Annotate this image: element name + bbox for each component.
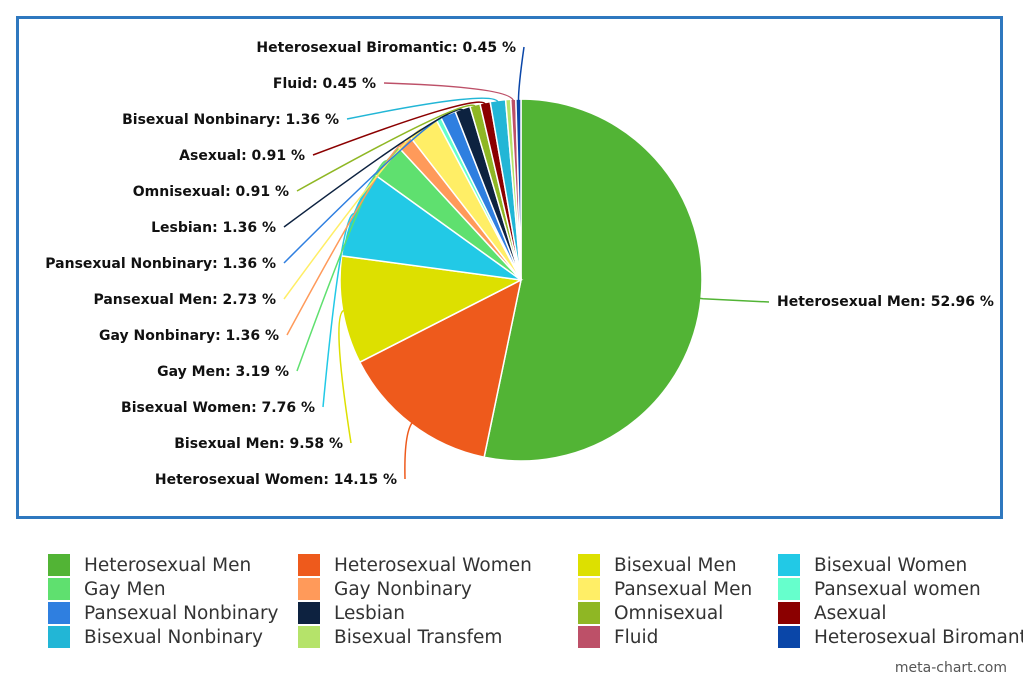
legend-swatch [48, 602, 70, 624]
legend-swatch [48, 626, 70, 648]
watermark: meta-chart.com [894, 660, 1007, 676]
legend-label: Bisexual Transfem [334, 626, 503, 648]
legend-label: Heterosexual Men [84, 554, 252, 576]
legend-item-pansexual-men: Pansexual Men [578, 578, 752, 600]
label-pansexual-nonbinary: Pansexual Nonbinary: 1.36 % [45, 256, 276, 272]
label-fluid: Fluid: 0.45 % [273, 76, 376, 92]
legend-item-omnisexual: Omnisexual [578, 602, 723, 624]
label-bisexual-nonbinary: Bisexual Nonbinary: 1.36 % [122, 112, 339, 128]
label-omnisexual: Omnisexual: 0.91 % [133, 184, 289, 200]
legend-item-bisexual-transfem: Bisexual Transfem [298, 626, 502, 648]
legend-swatch [778, 626, 800, 648]
label-gay-men: Gay Men: 3.19 % [157, 364, 289, 380]
legend-swatch [578, 626, 600, 648]
label-bisexual-men: Bisexual Men: 9.58 % [174, 436, 343, 452]
legend-swatch [778, 554, 800, 576]
legend-swatch [48, 578, 70, 600]
legend-item-pansexual-women: Pansexual women [778, 578, 981, 600]
connector-heterosexual-women [404, 421, 414, 480]
connector-bisexual-men [338, 309, 352, 444]
legend-label: Gay Nonbinary [334, 578, 472, 600]
legend-label: Pansexual women [814, 578, 981, 600]
legend-item-heterosexual-women: Heterosexual Women [298, 554, 532, 576]
legend-label: Bisexual Women [814, 554, 968, 576]
legend-item-fluid: Fluid [578, 626, 658, 648]
legend-swatch [778, 578, 800, 600]
connector-heterosexual-men [699, 297, 770, 303]
connector-fluid [383, 82, 515, 102]
legend-label: Omnisexual [614, 602, 724, 624]
legend-item-pansexual-nonbinary: Pansexual Nonbinary [48, 602, 279, 624]
label-connectors [283, 46, 770, 480]
legend-item-bisexual-nonbinary: Bisexual Nonbinary [48, 626, 263, 648]
connector-bisexual-women [322, 213, 355, 408]
legend-swatch [48, 554, 70, 576]
legend-swatch [778, 602, 800, 624]
connector-asexual [312, 101, 487, 156]
pie-chart: Heterosexual Men: 52.96 % Heterosexual Wo… [45, 40, 994, 488]
label-bisexual-women: Bisexual Women: 7.76 % [121, 400, 315, 416]
connector-bisexual-nonbinary [346, 97, 499, 120]
legend-swatch [578, 578, 600, 600]
connector-heterosexual-biromantic [517, 46, 525, 102]
connector-gay-nonbinary [286, 142, 406, 336]
slice-labels: Heterosexual Men: 52.96 % Heterosexual Wo… [45, 40, 994, 488]
legend-item-lesbian: Lesbian [298, 602, 405, 624]
legend-swatch [298, 554, 320, 576]
legend-label: Fluid [614, 626, 659, 648]
legend-item-bisexual-women: Bisexual Women [778, 554, 967, 576]
legend-swatch [578, 602, 600, 624]
legend-label: Pansexual Men [614, 578, 753, 600]
legend-label: Heterosexual Biromantic [814, 626, 1023, 648]
label-heterosexual-men: Heterosexual Men: 52.96 % [777, 294, 994, 310]
legend-label: Bisexual Men [614, 554, 737, 576]
legend-item-asexual: Asexual [778, 602, 887, 624]
legend-item-bisexual-men: Bisexual Men [578, 554, 737, 576]
legend-label: Heterosexual Women [334, 554, 532, 576]
label-asexual: Asexual: 0.91 % [179, 148, 305, 164]
legend-item-gay-men: Gay Men [48, 578, 166, 600]
label-pansexual-men: Pansexual Men: 2.73 % [93, 292, 276, 308]
legend-item-gay-nonbinary: Gay Nonbinary [298, 578, 472, 600]
label-heterosexual-biromantic: Heterosexual Biromantic: 0.45 % [256, 40, 516, 56]
legend-swatch [298, 626, 320, 648]
legend-swatch [298, 578, 320, 600]
legend-label: Asexual [814, 602, 887, 624]
legend-label: Gay Men [84, 578, 166, 600]
label-heterosexual-women: Heterosexual Women: 14.15 % [155, 472, 397, 488]
legend-label: Lesbian [334, 602, 405, 624]
pie-slices [339, 98, 703, 462]
legend-item-heterosexual-men: Heterosexual Men [48, 554, 251, 576]
legend-swatch [578, 554, 600, 576]
legend-swatch [298, 602, 320, 624]
label-gay-nonbinary: Gay Nonbinary: 1.36 % [99, 328, 279, 344]
connector-gay-men [296, 160, 388, 372]
legend-label: Bisexual Nonbinary [84, 626, 263, 648]
legend-item-heterosexual-biromantic: Heterosexual Biromantic [778, 626, 1023, 648]
legend-label: Pansexual Nonbinary [84, 602, 279, 624]
connector-lesbian [283, 108, 464, 228]
label-lesbian: Lesbian: 1.36 % [151, 220, 276, 236]
connector-omnisexual [296, 104, 477, 192]
